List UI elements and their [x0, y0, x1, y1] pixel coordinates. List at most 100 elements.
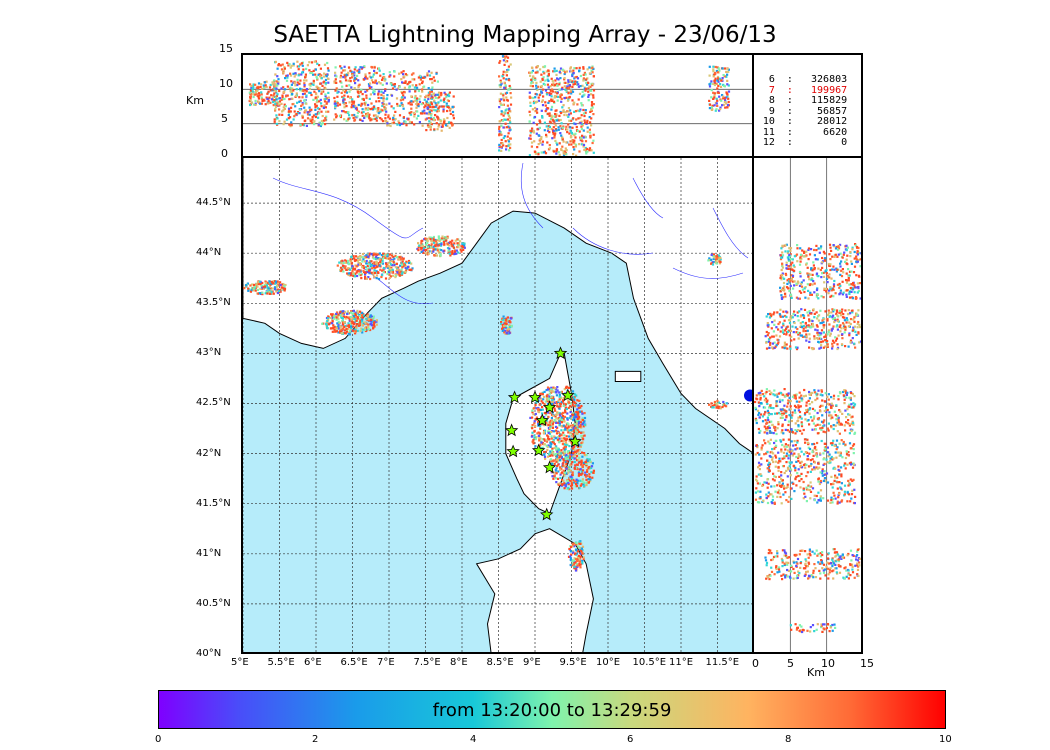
lightning-cluster: [321, 309, 378, 336]
longitude-tick-label: 8°E: [450, 657, 468, 668]
station-star-icon: [535, 413, 549, 427]
colorbar-tick-10: 10: [939, 734, 952, 745]
river: [672, 267, 744, 279]
altitude-tick-5: 5: [221, 112, 228, 125]
altitude-tick-15: 15: [219, 42, 233, 55]
station-star-icon: [568, 434, 582, 448]
elba-island: [614, 370, 642, 382]
altitude-plot: [243, 55, 752, 156]
lightning-cluster: [708, 399, 729, 410]
lightning-cluster: [500, 315, 513, 335]
latitude-tick-label: 40.5°N: [196, 597, 231, 609]
colorbar-label: from 13:20:00 to 13:29:59: [432, 700, 672, 721]
station-star-icon: [542, 400, 557, 414]
longitude-tick-label: 5.5°E: [267, 657, 295, 668]
river: [712, 207, 749, 259]
latitude-tick-label: 43°N: [196, 347, 222, 359]
side-source-band: [764, 548, 861, 581]
lightning-cluster: [707, 253, 722, 266]
longitude-tick-label: 7.5°E: [413, 657, 441, 668]
latitude-tick-label: 43.5°N: [196, 297, 231, 309]
altitude-source-column: [383, 70, 440, 128]
station-star-icon: [561, 388, 575, 402]
latitude-tick-label: 44°N: [196, 247, 222, 259]
map-panel: [241, 156, 754, 654]
altitude-source-column: [708, 65, 731, 112]
altitude-source-column: [423, 90, 455, 132]
latitude-tick-label: 41°N: [196, 547, 222, 559]
longitude-tick-label: 10.5°E: [632, 657, 667, 668]
latitude-tick-label: 42.5°N: [196, 397, 231, 409]
stat-row: 9 : 56857: [762, 105, 848, 117]
colorbar-tick-6: 6: [627, 734, 634, 745]
longitude-tick-label: 9°E: [523, 657, 541, 668]
river: [272, 177, 424, 239]
altitude-tick-10: 10: [219, 77, 233, 90]
lightning-cluster: [336, 252, 414, 281]
stat-row: 8 : 115829: [762, 95, 848, 106]
side-tick-0: 0: [752, 657, 759, 670]
lightning-cluster: [567, 540, 585, 572]
longitude-tick-label: 10°E: [596, 657, 621, 668]
stat-row: 6 : 326803: [762, 74, 848, 85]
figure-title: SAETTA Lightning Mapping Array - 23/06/1…: [273, 22, 777, 48]
side-tick-10: 10: [821, 657, 835, 670]
latitude-tick-label: 40°N: [196, 648, 222, 659]
stat-row: 12 : 0: [762, 137, 848, 148]
colorbar-tick-2: 2: [312, 734, 319, 745]
altitude-unit-label: Km: [186, 94, 204, 107]
station-star-icon: [540, 507, 554, 521]
station-count-stats: 6 : 326803 7 : 199967 8 : 115829 9 : 568…: [760, 74, 850, 149]
altitude-source-column: [248, 80, 280, 107]
side-altitude-panel: [752, 156, 863, 654]
stat-row: 7 : 199967: [762, 84, 848, 96]
station-star-icon: [528, 390, 542, 404]
reference-point-marker: [744, 389, 752, 402]
river: [572, 227, 654, 255]
river: [520, 162, 544, 229]
colorbar: [158, 690, 946, 729]
longitude-tick-label: 6.5°E: [340, 657, 368, 668]
side-unit-label: Km: [807, 666, 825, 679]
stat-row: 10 : 28012: [762, 116, 848, 127]
side-source-band: [764, 308, 861, 351]
longitude-tick-label: 6°E: [304, 657, 322, 668]
side-source-band: [779, 243, 861, 300]
altitude-source-column: [528, 65, 596, 156]
station-star-icon: [504, 423, 519, 437]
side-tick-5: 5: [787, 657, 794, 670]
longitude-tick-label: 7°E: [377, 657, 395, 668]
colorbar-tick-0: 0: [155, 734, 162, 745]
altitude-source-column: [498, 55, 513, 152]
longitude-tick-label: 5°E: [231, 657, 249, 668]
stat-row: 11 : 6620: [762, 126, 848, 138]
colorbar-tick-8: 8: [785, 734, 792, 745]
side-source-band: [754, 438, 857, 505]
lightning-cluster: [550, 449, 595, 491]
map-plot: [243, 158, 752, 652]
lightning-cluster: [243, 280, 287, 296]
longitude-tick-label: 11.5°E: [705, 657, 740, 668]
altitude-source-column: [273, 60, 330, 128]
longitude-tick-label: 11°E: [669, 657, 694, 668]
station-star-icon: [542, 460, 557, 474]
station-star-icon: [553, 346, 568, 360]
colorbar-tick-4: 4: [470, 734, 477, 745]
side-source-band: [754, 388, 857, 436]
station-star-icon: [507, 390, 522, 404]
station-star-icon: [506, 444, 520, 458]
latitude-tick-label: 41.5°N: [196, 497, 231, 509]
mainland-coast: [243, 158, 752, 453]
altitude-tick-0: 0: [221, 147, 228, 160]
latitude-tick-label: 44.5°N: [196, 197, 231, 209]
station-star-icon: [531, 443, 546, 457]
longitude-tick-label: 9.5°E: [559, 657, 587, 668]
side-source-band: [789, 623, 837, 634]
altitude-panel: [241, 53, 754, 158]
side-altitude-plot: [754, 158, 861, 652]
latitude-tick-label: 42°N: [196, 447, 222, 459]
altitude-source-column: [333, 65, 385, 123]
lightning-cluster: [416, 235, 466, 258]
longitude-tick-label: 8.5°E: [486, 657, 514, 668]
